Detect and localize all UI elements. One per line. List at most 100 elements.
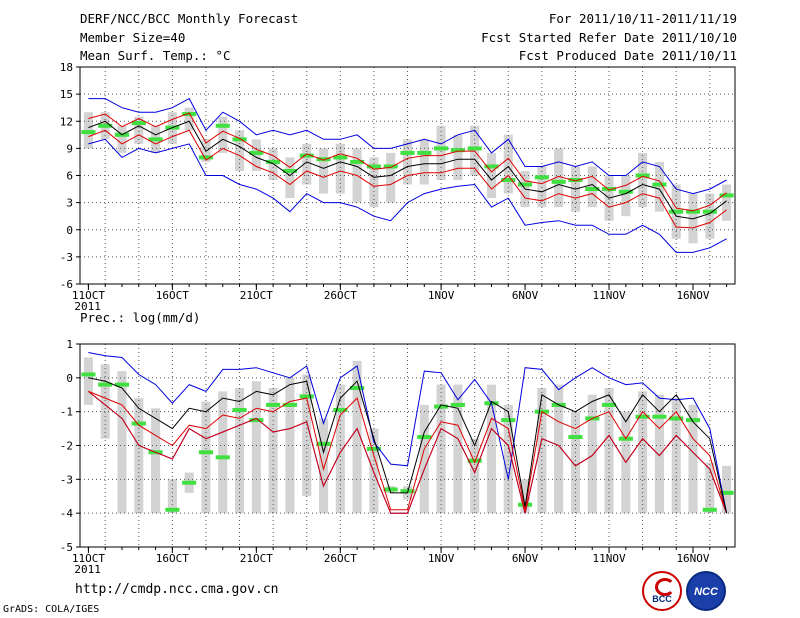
median-bar xyxy=(249,150,264,155)
median-bar xyxy=(215,455,230,460)
ensemble-box xyxy=(654,161,664,212)
median-bar xyxy=(568,435,583,440)
median-bar xyxy=(551,179,566,184)
ensemble-box xyxy=(235,130,245,171)
y-tick-label: 9 xyxy=(66,142,73,155)
ensemble-box xyxy=(318,418,329,514)
ensemble-mean-line xyxy=(88,120,727,220)
ensemble-box xyxy=(285,377,295,514)
median-bar xyxy=(601,187,617,192)
ensemble-box xyxy=(621,175,631,217)
median-bar xyxy=(266,402,281,407)
median-bar xyxy=(669,416,684,421)
ensemble-box xyxy=(705,193,715,239)
median-bar xyxy=(249,418,264,423)
ensemble-box xyxy=(268,387,278,514)
median-bar xyxy=(114,382,130,387)
ensemble-box xyxy=(654,394,664,514)
median-bar xyxy=(417,150,432,155)
ensemble-box xyxy=(369,428,379,514)
ensemble-box xyxy=(638,152,648,208)
forecast-period: For 2011/10/11-2011/11/19 xyxy=(548,11,737,26)
median-bar xyxy=(316,441,331,446)
ensemble-box xyxy=(419,404,429,514)
y-tick-label: 3 xyxy=(66,197,73,210)
x-year-label: 2011 xyxy=(74,300,101,313)
median-bar xyxy=(81,372,96,377)
median-bar xyxy=(98,382,113,387)
median-bar xyxy=(366,446,381,451)
x-tick-label: 26OCT xyxy=(324,552,357,565)
median-bar xyxy=(719,490,734,495)
ensemble-box xyxy=(251,139,261,171)
ncc-logo: NCC xyxy=(686,571,726,611)
ensemble-box xyxy=(335,143,345,194)
median-bar xyxy=(484,164,499,169)
ensemble-box xyxy=(587,166,597,208)
source-url[interactable]: http://cmdp.ncc.cma.gov.cn xyxy=(75,582,279,597)
inner-upper-line xyxy=(88,390,728,514)
x-tick-label: 1NOV xyxy=(428,289,455,302)
outer-upper-line xyxy=(88,352,728,514)
x-tick-label: 16NOV xyxy=(676,289,709,302)
y-tick-label: 0 xyxy=(66,372,73,385)
ensemble-box xyxy=(218,391,228,514)
ensemble-box xyxy=(470,438,480,514)
median-bar xyxy=(669,209,684,214)
ensemble-box xyxy=(352,360,362,514)
median-bar xyxy=(518,182,533,187)
y-tick-label: 12 xyxy=(60,115,73,128)
y-tick-label: -5 xyxy=(60,541,73,554)
x-year-label: 2011 xyxy=(74,563,101,576)
median-bar xyxy=(534,175,549,180)
ensemble-box xyxy=(83,357,93,405)
median-bar xyxy=(333,407,348,412)
median-bar xyxy=(702,209,717,214)
ensemble-box xyxy=(386,152,396,203)
ensemble-box xyxy=(554,384,564,514)
ensemble-box xyxy=(201,401,211,514)
median-bar xyxy=(450,148,465,153)
ensemble-box xyxy=(117,125,127,153)
median-bar xyxy=(198,155,214,160)
temperature-panel: -6 -3 0 3 6 9 12 15 18 11OCT 16OCT 21OCT 26OCT 1NOV 6N… xyxy=(60,61,736,313)
y-tick-label: -1 xyxy=(60,406,73,419)
ensemble-box xyxy=(520,479,530,514)
y-tick-label: -6 xyxy=(60,278,73,291)
ensemble-box xyxy=(604,387,614,514)
ensemble-box xyxy=(486,152,497,199)
ensemble-box xyxy=(722,465,732,514)
ensemble-box xyxy=(369,157,379,208)
median-bar xyxy=(266,159,281,164)
ensemble-box xyxy=(537,387,547,514)
ensemble-box xyxy=(671,398,681,514)
median-bar xyxy=(316,157,331,162)
median-bar xyxy=(467,458,482,463)
median-bar xyxy=(131,121,146,126)
median-bar xyxy=(299,394,314,399)
produced-date: Fcst Produced Date 2011/10/11 xyxy=(518,48,737,63)
median-bar xyxy=(568,178,583,183)
ensemble-box xyxy=(302,374,312,497)
ensemble-box xyxy=(503,404,513,514)
ensemble-box xyxy=(235,387,245,514)
median-bar xyxy=(282,168,297,173)
ncc-logo-text: NCC xyxy=(694,586,718,598)
ensemble-box xyxy=(722,184,732,221)
inner-upper-line xyxy=(88,112,727,212)
median-bar xyxy=(98,123,113,128)
x-tick-label: 16OCT xyxy=(156,289,189,302)
ensemble-box xyxy=(251,381,261,514)
median-bar xyxy=(383,164,398,169)
ensemble-box xyxy=(100,364,110,439)
ensemble-box xyxy=(134,116,144,144)
median-bar xyxy=(148,137,163,142)
ensemble-box xyxy=(436,125,446,181)
outer-lower-line xyxy=(88,138,727,253)
median-bar xyxy=(685,209,701,214)
median-bar xyxy=(417,435,432,440)
ensemble-box xyxy=(537,166,547,208)
median-bar xyxy=(182,480,197,485)
median-bar xyxy=(215,123,230,128)
